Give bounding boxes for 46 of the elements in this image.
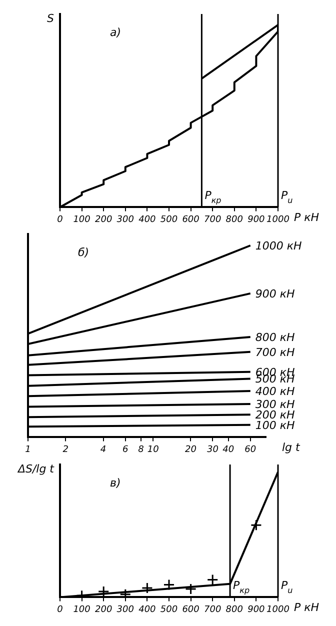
x-tick-label: 1000 xyxy=(266,604,290,615)
x-axis-title: P кН xyxy=(294,601,320,614)
series-label: 400 кН xyxy=(255,385,295,398)
y-axis-title: ΔS/lg t xyxy=(16,462,55,476)
x-tick-label: 0 xyxy=(57,604,64,615)
x-tick-label: 30 xyxy=(207,444,219,455)
series-label: 1000 кН xyxy=(255,240,302,252)
x-tick-label: 800 xyxy=(226,214,244,225)
x-tick-label: 500 xyxy=(160,604,178,615)
x-axis-title: lg t xyxy=(282,441,301,454)
x-tick-label: 100 xyxy=(73,214,91,225)
x-tick-label: 400 xyxy=(138,604,156,615)
series-label: 300 кН xyxy=(255,398,295,412)
x-tick-label: 4 xyxy=(100,444,106,455)
x-axis-title: P кН xyxy=(294,211,320,224)
x-tick-label: 6 xyxy=(122,444,128,455)
x-tick-label: 900 xyxy=(248,214,266,225)
x-tick-label: 200 xyxy=(95,214,112,225)
x-tick-label: 1 xyxy=(25,444,31,455)
x-tick-label: 100 xyxy=(73,604,91,615)
x-tick-label: 600 xyxy=(182,214,200,225)
x-tick-label: 60 xyxy=(244,444,256,455)
x-tick-label: 800 xyxy=(226,604,244,615)
x-tick-label: 20 xyxy=(184,444,197,455)
series-label: 900 кН xyxy=(255,287,295,300)
chart-title: б) xyxy=(78,246,90,259)
series-label: 800 кН xyxy=(255,330,295,344)
series-label: 700 кН xyxy=(255,346,295,359)
x-tick-label: 0 xyxy=(57,214,64,225)
x-tick-label: 700 xyxy=(204,214,222,225)
x-tick-label: 500 xyxy=(160,214,178,225)
chart-title: в) xyxy=(110,476,121,490)
x-tick-label: 900 xyxy=(248,604,266,615)
x-tick-label: 700 xyxy=(204,604,222,615)
x-tick-label: 300 xyxy=(116,214,134,225)
x-tick-label: 200 xyxy=(95,604,112,615)
x-tick-label: 400 xyxy=(138,214,156,225)
x-tick-label: 10 xyxy=(147,444,160,455)
chart-title: а) xyxy=(110,26,122,39)
x-tick-label: 300 xyxy=(116,604,134,615)
x-tick-label: 8 xyxy=(138,444,144,455)
y-axis-title: S xyxy=(47,12,54,25)
x-tick-label: 1000 xyxy=(266,214,290,225)
x-tick-label: 2 xyxy=(62,444,69,455)
x-tick-label: 40 xyxy=(222,444,234,455)
x-tick-label: 600 xyxy=(182,604,200,615)
